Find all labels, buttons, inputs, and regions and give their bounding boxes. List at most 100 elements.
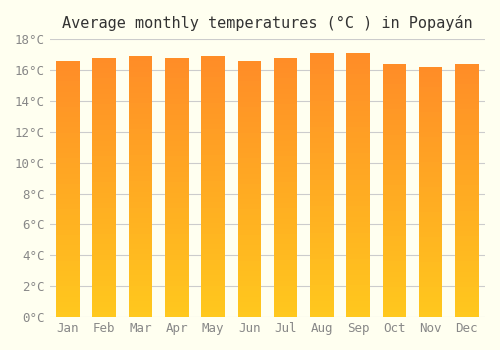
Bar bbox=[419, 132, 442, 137]
Bar bbox=[455, 256, 478, 261]
Bar bbox=[274, 296, 297, 302]
Bar bbox=[56, 199, 80, 204]
Bar bbox=[128, 291, 152, 296]
Bar bbox=[274, 239, 297, 245]
Bar bbox=[274, 63, 297, 68]
Bar bbox=[202, 124, 225, 129]
Bar bbox=[274, 120, 297, 125]
Bar bbox=[128, 103, 152, 108]
Bar bbox=[56, 71, 80, 76]
Bar bbox=[310, 222, 334, 228]
Bar bbox=[419, 307, 442, 312]
Bar bbox=[165, 104, 188, 110]
Bar bbox=[455, 64, 478, 69]
Bar bbox=[455, 266, 478, 272]
Bar bbox=[419, 237, 442, 242]
Bar bbox=[455, 287, 478, 292]
Bar bbox=[274, 281, 297, 286]
Bar bbox=[128, 181, 152, 187]
Bar bbox=[128, 119, 152, 124]
Bar bbox=[56, 251, 80, 256]
Bar bbox=[56, 307, 80, 312]
Bar bbox=[202, 113, 225, 119]
Bar bbox=[238, 97, 261, 102]
Bar bbox=[382, 69, 406, 74]
Bar bbox=[128, 98, 152, 103]
Bar bbox=[202, 244, 225, 249]
Bar bbox=[346, 217, 370, 222]
Bar bbox=[92, 177, 116, 182]
Bar bbox=[455, 307, 478, 312]
Bar bbox=[238, 71, 261, 76]
Bar bbox=[128, 249, 152, 254]
Bar bbox=[56, 179, 80, 184]
Bar bbox=[419, 222, 442, 227]
Bar bbox=[128, 93, 152, 98]
Bar bbox=[455, 216, 478, 221]
Bar bbox=[238, 204, 261, 209]
Bar bbox=[238, 81, 261, 86]
Bar bbox=[346, 254, 370, 259]
Bar bbox=[346, 143, 370, 148]
Bar bbox=[455, 282, 478, 287]
Bar bbox=[56, 204, 80, 209]
Bar bbox=[128, 229, 152, 233]
Bar bbox=[382, 104, 406, 110]
Bar bbox=[56, 102, 80, 107]
Bar bbox=[165, 214, 188, 218]
Bar bbox=[274, 193, 297, 198]
Bar bbox=[274, 182, 297, 187]
Bar bbox=[128, 108, 152, 113]
Bar bbox=[346, 291, 370, 296]
Bar bbox=[382, 160, 406, 165]
Bar bbox=[128, 296, 152, 301]
Bar bbox=[238, 179, 261, 184]
Bar bbox=[455, 135, 478, 140]
Bar bbox=[310, 111, 334, 117]
Bar bbox=[56, 235, 80, 240]
Bar bbox=[56, 281, 80, 286]
Bar bbox=[346, 275, 370, 280]
Bar bbox=[128, 270, 152, 275]
Bar bbox=[92, 291, 116, 296]
Bar bbox=[128, 213, 152, 218]
Bar bbox=[238, 225, 261, 230]
Bar bbox=[382, 196, 406, 201]
Bar bbox=[346, 127, 370, 132]
Bar bbox=[92, 255, 116, 260]
Bar bbox=[310, 270, 334, 275]
Bar bbox=[202, 301, 225, 307]
Bar bbox=[310, 69, 334, 74]
Bar bbox=[310, 117, 334, 122]
Bar bbox=[382, 221, 406, 226]
Bar bbox=[274, 208, 297, 214]
Bar bbox=[274, 84, 297, 89]
Bar bbox=[92, 193, 116, 198]
Bar bbox=[56, 215, 80, 220]
Bar bbox=[346, 301, 370, 307]
Title: Average monthly temperatures (°C ) in Popayán: Average monthly temperatures (°C ) in Po… bbox=[62, 15, 472, 31]
Bar bbox=[202, 119, 225, 124]
Bar bbox=[92, 271, 116, 275]
Bar bbox=[346, 85, 370, 90]
Bar bbox=[56, 148, 80, 153]
Bar bbox=[419, 162, 442, 167]
Bar bbox=[455, 272, 478, 276]
Bar bbox=[382, 84, 406, 89]
Bar bbox=[382, 180, 406, 186]
Bar bbox=[455, 120, 478, 125]
Bar bbox=[165, 296, 188, 302]
Bar bbox=[56, 312, 80, 317]
Bar bbox=[346, 53, 370, 58]
Bar bbox=[310, 64, 334, 69]
Bar bbox=[346, 79, 370, 85]
Bar bbox=[56, 276, 80, 281]
Bar bbox=[382, 226, 406, 231]
Bar bbox=[346, 175, 370, 180]
Bar bbox=[274, 130, 297, 135]
Bar bbox=[419, 197, 442, 202]
Bar bbox=[455, 69, 478, 74]
Bar bbox=[419, 82, 442, 87]
Bar bbox=[56, 86, 80, 91]
Bar bbox=[346, 190, 370, 196]
